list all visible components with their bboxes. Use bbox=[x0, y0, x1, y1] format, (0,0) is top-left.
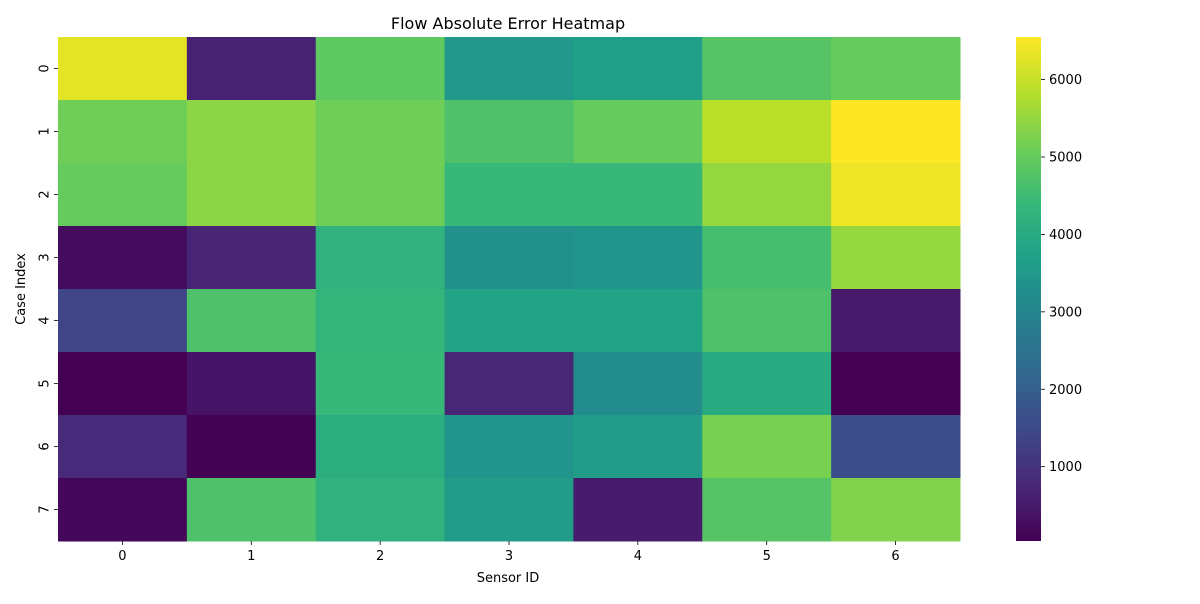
heatmap-cell-r4-c5 bbox=[702, 289, 832, 353]
colorbar-tick-label: 1000 bbox=[1049, 460, 1082, 475]
colorbar-tick-label: 5000 bbox=[1049, 151, 1082, 166]
colorbar-tick-label: 4000 bbox=[1049, 228, 1082, 243]
heatmap-cell-r2-c6 bbox=[831, 163, 961, 227]
heatmap-cell-r3-c4 bbox=[573, 226, 703, 290]
heatmap-cell-r4-c0 bbox=[58, 289, 188, 353]
heatmap-cells bbox=[58, 37, 961, 542]
heatmap-cell-r4-c6 bbox=[831, 289, 961, 353]
chart-title: Flow Absolute Error Heatmap bbox=[391, 14, 625, 33]
heatmap-cell-r5-c6 bbox=[831, 352, 961, 416]
heatmap-cell-r0-c2 bbox=[315, 37, 446, 101]
heatmap-cell-r7-c2 bbox=[315, 478, 446, 542]
heatmap-cell-r6-c2 bbox=[315, 415, 446, 479]
heatmap-cell-r1-c3 bbox=[444, 100, 574, 164]
y-tick-label: 4 bbox=[38, 316, 53, 324]
heatmap-cell-r7-c5 bbox=[702, 478, 832, 542]
x-tick-label: 2 bbox=[376, 549, 384, 564]
colorbar-tick-label: 6000 bbox=[1049, 73, 1082, 88]
heatmap-cell-r2-c1 bbox=[186, 163, 317, 227]
y-tick-label: 1 bbox=[38, 127, 53, 135]
heatmap-cell-r5-c0 bbox=[58, 352, 188, 416]
heatmap-cell-r3-c0 bbox=[58, 226, 188, 290]
heatmap-cell-r6-c3 bbox=[444, 415, 574, 479]
heatmap-cell-r4-c4 bbox=[573, 289, 703, 353]
x-tick-label: 3 bbox=[505, 549, 513, 564]
heatmap-cell-r5-c4 bbox=[573, 352, 703, 416]
x-tick-label: 4 bbox=[634, 549, 642, 564]
colorbar-ticks: 1000 2000 3000 4000 5000 6000 bbox=[1041, 73, 1082, 475]
colorbar-tick-label: 2000 bbox=[1049, 383, 1082, 398]
heatmap-cell-r1-c2 bbox=[315, 100, 446, 164]
colorbar bbox=[1016, 37, 1041, 541]
heatmap-cell-r0-c6 bbox=[831, 37, 961, 101]
heatmap-cell-r7-c3 bbox=[444, 478, 574, 542]
heatmap-cell-r1-c0 bbox=[58, 100, 188, 164]
heatmap-cell-r3-c5 bbox=[702, 226, 832, 290]
heatmap-cell-r2-c0 bbox=[58, 163, 188, 227]
heatmap-cell-r6-c4 bbox=[573, 415, 703, 479]
y-tick-label: 7 bbox=[38, 505, 53, 513]
x-tick-label: 6 bbox=[891, 549, 899, 564]
x-axis-ticks: 0 1 2 3 4 5 6 bbox=[118, 541, 900, 564]
x-axis-label: Sensor ID bbox=[477, 571, 540, 586]
heatmap-cell-r1-c4 bbox=[573, 100, 703, 164]
x-tick-label: 1 bbox=[247, 549, 255, 564]
heatmap-cell-r6-c6 bbox=[831, 415, 961, 479]
heatmap-cell-r1-c1 bbox=[186, 100, 317, 164]
heatmap-cell-r6-c0 bbox=[58, 415, 188, 479]
heatmap-cell-r2-c5 bbox=[702, 163, 832, 227]
colorbar-tick-label: 3000 bbox=[1049, 305, 1082, 320]
y-tick-label: 5 bbox=[38, 379, 53, 387]
heatmap-cell-r5-c1 bbox=[186, 352, 317, 416]
y-axis-ticks: 0 1 2 3 4 5 6 7 bbox=[38, 64, 58, 514]
heatmap-cell-r3-c1 bbox=[186, 226, 317, 290]
heatmap-cell-r5-c3 bbox=[444, 352, 574, 416]
heatmap-cell-r2-c3 bbox=[444, 163, 574, 227]
heatmap-cell-r0-c4 bbox=[573, 37, 703, 101]
heatmap-cell-r5-c2 bbox=[315, 352, 446, 416]
heatmap-cell-r7-c6 bbox=[831, 478, 961, 542]
heatmap-cell-r1-c6 bbox=[831, 100, 961, 164]
heatmap-cell-r5-c5 bbox=[702, 352, 832, 416]
heatmap-cell-r6-c5 bbox=[702, 415, 832, 479]
heatmap-cell-r6-c1 bbox=[186, 415, 317, 479]
y-tick-label: 6 bbox=[38, 442, 53, 450]
heatmap-cell-r3-c3 bbox=[444, 226, 574, 290]
heatmap-cell-r0-c5 bbox=[702, 37, 832, 101]
heatmap-cell-r0-c0 bbox=[58, 37, 188, 101]
y-tick-label: 2 bbox=[38, 190, 53, 198]
heatmap-cell-r3-c6 bbox=[831, 226, 961, 290]
x-tick-label: 5 bbox=[763, 549, 771, 564]
heatmap-cell-r7-c1 bbox=[186, 478, 317, 542]
heatmap-cell-r4-c1 bbox=[186, 289, 317, 353]
y-tick-label: 0 bbox=[38, 64, 53, 72]
heatmap-cell-r7-c4 bbox=[573, 478, 703, 542]
heatmap-cell-r0-c1 bbox=[186, 37, 317, 101]
heatmap-cell-r2-c2 bbox=[315, 163, 446, 227]
heatmap-cell-r3-c2 bbox=[315, 226, 446, 290]
heatmap-cell-r4-c3 bbox=[444, 289, 574, 353]
heatmap-cell-r7-c0 bbox=[58, 478, 188, 542]
heatmap-cell-r0-c3 bbox=[444, 37, 574, 101]
y-tick-label: 3 bbox=[38, 253, 53, 261]
x-tick-label: 0 bbox=[118, 549, 126, 564]
heatmap-cell-r2-c4 bbox=[573, 163, 703, 227]
heatmap-cell-r4-c2 bbox=[315, 289, 446, 353]
heatmap-cell-r1-c5 bbox=[702, 100, 832, 164]
y-axis-label: Case Index bbox=[14, 253, 29, 325]
